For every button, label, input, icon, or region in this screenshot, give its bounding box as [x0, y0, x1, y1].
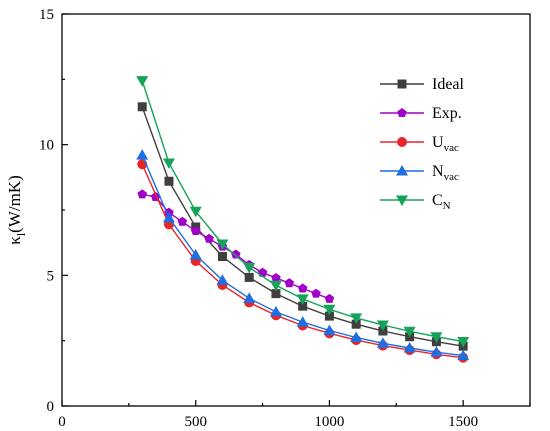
data-point: [376, 337, 389, 348]
x-tick-label: 500: [184, 414, 207, 430]
data-point: [376, 320, 389, 331]
data-point: [217, 252, 227, 262]
data-point: [323, 304, 336, 316]
data-point: [430, 332, 443, 343]
data-point: [189, 206, 202, 218]
data-point: [350, 331, 363, 343]
legend-label-sub: N: [443, 200, 451, 212]
data-point: [136, 76, 149, 87]
data-point: [136, 149, 149, 160]
data-point: [457, 336, 470, 348]
legend-marker: [396, 195, 408, 206]
data-point: [403, 341, 416, 353]
x-tick-label: 1000: [314, 414, 344, 430]
legend-label-main: U: [432, 134, 444, 151]
data-point: [231, 249, 241, 259]
legend-label: Ideal: [432, 76, 465, 93]
data-point: [164, 176, 174, 186]
data-point: [378, 326, 388, 336]
data-point: [177, 216, 188, 226]
data-point: [243, 262, 256, 274]
data-point: [216, 274, 229, 285]
series-uvac: [137, 159, 469, 363]
legend-marker: [396, 165, 408, 176]
data-point: [296, 294, 309, 305]
legend-item: Nvac: [380, 163, 459, 183]
data-point: [350, 313, 363, 324]
y-tick-label: 5: [47, 268, 55, 284]
legend-item: Exp.: [380, 105, 462, 122]
data-point: [189, 248, 202, 260]
data-point: [430, 346, 443, 357]
data-point: [137, 102, 147, 112]
data-point: [243, 292, 256, 303]
legend-label-main: C: [432, 192, 443, 209]
data-point: [271, 289, 281, 299]
legend-label-main: N: [432, 163, 444, 180]
data-point: [204, 233, 214, 243]
y-tick-label: 0: [47, 399, 55, 415]
data-point: [190, 225, 201, 235]
series-exp-: [137, 189, 335, 303]
data-point: [271, 272, 281, 282]
legend-item: CN: [380, 192, 451, 212]
data-point: [403, 326, 416, 338]
y-axis-label-sub: l: [14, 232, 28, 236]
legend-marker: [397, 79, 407, 89]
data-point: [351, 319, 361, 329]
y-axis-label: κl(W/mK): [5, 175, 28, 245]
series-cn: [136, 76, 470, 348]
legend-label: Uvac: [432, 134, 459, 154]
y-axis-label-unit: (W/mK): [5, 175, 24, 233]
legend-label-sub: vac: [444, 142, 459, 154]
legend-item: Ideal: [380, 76, 465, 93]
data-point: [324, 293, 335, 303]
data-point: [257, 267, 268, 277]
data-point: [311, 288, 321, 298]
series-ideal: [137, 102, 468, 351]
data-point: [297, 283, 308, 293]
legend-label: Nvac: [432, 163, 459, 183]
y-tick-label: 10: [39, 138, 54, 154]
x-tick-label: 1500: [448, 414, 478, 430]
legend-marker: [397, 137, 407, 147]
data-point: [162, 211, 175, 223]
legend-label: Exp.: [432, 105, 462, 122]
legend-label-sub: vac: [444, 171, 459, 183]
legend-item: Uvac: [380, 134, 459, 154]
data-point: [269, 280, 282, 292]
data-point: [457, 349, 470, 361]
data-point: [137, 189, 147, 199]
x-tick-label: 0: [58, 414, 66, 430]
data-point: [296, 316, 309, 327]
series-nvac: [136, 149, 470, 361]
data-point: [323, 324, 336, 335]
legend-label: CN: [432, 192, 451, 212]
legend-label-main: Ideal: [432, 76, 465, 93]
data-point: [244, 272, 254, 282]
y-tick-label: 15: [39, 7, 54, 23]
y-axis-label-main: κ: [5, 236, 24, 245]
series-layer: [136, 76, 470, 363]
data-point: [284, 278, 295, 288]
data-point: [162, 158, 175, 169]
data-point: [269, 305, 282, 317]
data-point: [298, 301, 308, 311]
legend-label-main: Exp.: [432, 105, 462, 122]
axis-ticks: 0 500 1000 1500 0 5 10 15: [39, 7, 531, 430]
legend-marker: [397, 108, 407, 118]
data-point: [216, 239, 229, 250]
data-point: [324, 311, 334, 321]
